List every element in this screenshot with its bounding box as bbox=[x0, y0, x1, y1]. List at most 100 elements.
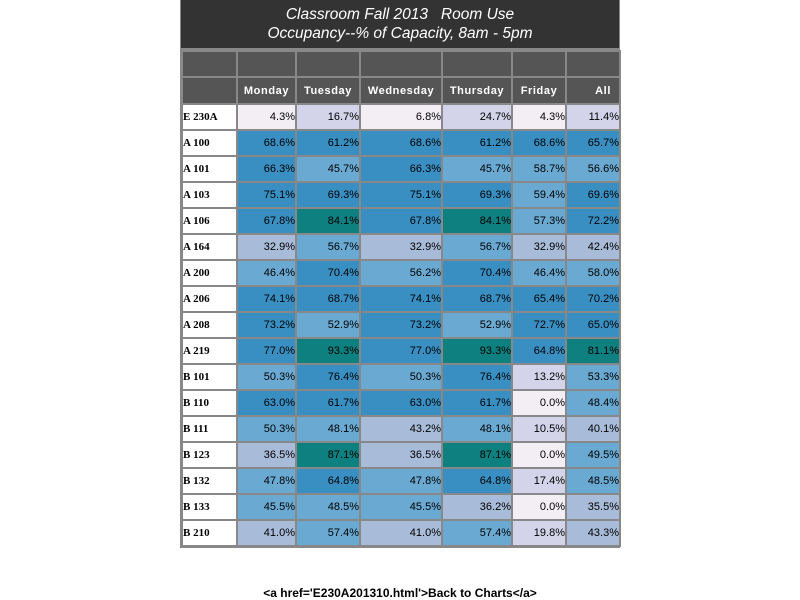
occupancy-cell: 84.1% bbox=[443, 209, 511, 233]
chart-subtitle: Occupancy--% of Capacity, 8am - 5pm bbox=[267, 25, 533, 42]
occupancy-cell: 69.6% bbox=[567, 183, 619, 207]
room-label: B 111 bbox=[183, 417, 236, 441]
occupancy-cell: 76.4% bbox=[443, 365, 511, 389]
table-row: B 123 36.5% 87.1% 36.5% 87.1% 0.0% 49.5% bbox=[183, 443, 619, 467]
occupancy-cell: 4.3% bbox=[238, 105, 295, 129]
table-row: B 210 41.0% 57.4% 41.0% 57.4% 19.8% 43.3% bbox=[183, 521, 619, 545]
occupancy-cell: 93.3% bbox=[297, 339, 359, 363]
room-label: B 210 bbox=[183, 521, 236, 545]
table-row: A 208 73.2% 52.9% 73.2% 52.9% 72.7% 65.0% bbox=[183, 313, 619, 337]
occupancy-cell: 56.2% bbox=[361, 261, 441, 285]
occupancy-cell: 19.8% bbox=[513, 521, 565, 545]
occupancy-cell: 56.7% bbox=[297, 235, 359, 259]
occupancy-cell: 52.9% bbox=[443, 313, 511, 337]
occupancy-cell: 65.7% bbox=[567, 131, 619, 155]
occupancy-cell: 57.4% bbox=[297, 521, 359, 545]
room-label: A 100 bbox=[183, 131, 236, 155]
spacer-cell bbox=[183, 52, 236, 76]
occupancy-cell: 64.8% bbox=[443, 469, 511, 493]
occupancy-cell: 69.3% bbox=[297, 183, 359, 207]
occupancy-cell: 65.0% bbox=[567, 313, 619, 337]
occupancy-cell: 32.9% bbox=[513, 235, 565, 259]
table-row: E 230A 4.3% 16.7% 6.8% 24.7% 4.3% 11.4% bbox=[183, 105, 619, 129]
occupancy-cell: 48.1% bbox=[443, 417, 511, 441]
occupancy-cell: 46.4% bbox=[238, 261, 295, 285]
report-header: Classroom Fall 2013 Room Use Occupancy--… bbox=[181, 0, 619, 50]
occupancy-cell: 61.2% bbox=[443, 131, 511, 155]
back-to-charts-link[interactable]: <a href='E230A201310.html'>Back to Chart… bbox=[263, 586, 537, 600]
table-row: A 200 46.4% 70.4% 56.2% 70.4% 46.4% 58.0% bbox=[183, 261, 619, 285]
occupancy-cell: 48.5% bbox=[567, 469, 619, 493]
occupancy-cell: 50.3% bbox=[238, 417, 295, 441]
occupancy-cell: 45.7% bbox=[443, 157, 511, 181]
occupancy-cell: 53.3% bbox=[567, 365, 619, 389]
column-header-thursday: Thursday bbox=[443, 78, 511, 103]
occupancy-cell: 57.4% bbox=[443, 521, 511, 545]
occupancy-cell: 50.3% bbox=[361, 365, 441, 389]
occupancy-cell: 65.4% bbox=[513, 287, 565, 311]
occupancy-cell: 36.5% bbox=[238, 443, 295, 467]
occupancy-cell: 70.2% bbox=[567, 287, 619, 311]
occupancy-cell: 16.7% bbox=[297, 105, 359, 129]
occupancy-cell: 66.3% bbox=[238, 157, 295, 181]
spacer-cell bbox=[567, 52, 619, 76]
table-row: A 101 66.3% 45.7% 66.3% 45.7% 58.7% 56.6% bbox=[183, 157, 619, 181]
table-row: B 133 45.5% 48.5% 45.5% 36.2% 0.0% 35.5% bbox=[183, 495, 619, 519]
table-row: A 106 67.8% 84.1% 67.8% 84.1% 57.3% 72.2% bbox=[183, 209, 619, 233]
occupancy-cell: 24.7% bbox=[443, 105, 511, 129]
column-header-row: Monday Tuesday Wednesday Thursday Friday… bbox=[183, 78, 619, 103]
occupancy-cell: 61.7% bbox=[443, 391, 511, 415]
occupancy-cell: 64.8% bbox=[513, 339, 565, 363]
occupancy-cell: 77.0% bbox=[361, 339, 441, 363]
occupancy-cell: 70.4% bbox=[443, 261, 511, 285]
occupancy-cell: 4.3% bbox=[513, 105, 565, 129]
occupancy-cell: 0.0% bbox=[513, 391, 565, 415]
occupancy-cell: 56.7% bbox=[443, 235, 511, 259]
occupancy-cell: 76.4% bbox=[297, 365, 359, 389]
header-spacer-row bbox=[183, 52, 619, 76]
occupancy-cell: 75.1% bbox=[238, 183, 295, 207]
occupancy-cell: 70.4% bbox=[297, 261, 359, 285]
occupancy-cell: 87.1% bbox=[443, 443, 511, 467]
occupancy-cell: 48.4% bbox=[567, 391, 619, 415]
occupancy-cell: 63.0% bbox=[361, 391, 441, 415]
table-row: B 101 50.3% 76.4% 50.3% 76.4% 13.2% 53.3% bbox=[183, 365, 619, 389]
occupancy-cell: 47.8% bbox=[361, 469, 441, 493]
occupancy-cell: 72.7% bbox=[513, 313, 565, 337]
chart-title: Classroom Fall 2013 Room Use bbox=[285, 6, 515, 23]
occupancy-cell: 46.4% bbox=[513, 261, 565, 285]
occupancy-cell: 73.2% bbox=[361, 313, 441, 337]
occupancy-cell: 43.3% bbox=[567, 521, 619, 545]
spacer-cell bbox=[361, 52, 441, 76]
occupancy-cell: 48.5% bbox=[297, 495, 359, 519]
occupancy-cell: 36.5% bbox=[361, 443, 441, 467]
occupancy-cell: 87.1% bbox=[297, 443, 359, 467]
room-label: A 200 bbox=[183, 261, 236, 285]
room-label: B 132 bbox=[183, 469, 236, 493]
occupancy-cell: 0.0% bbox=[513, 443, 565, 467]
occupancy-cell: 41.0% bbox=[238, 521, 295, 545]
occupancy-cell: 69.3% bbox=[443, 183, 511, 207]
occupancy-cell: 48.1% bbox=[297, 417, 359, 441]
occupancy-table: Monday Tuesday Wednesday Thursday Friday… bbox=[181, 50, 621, 547]
room-label: B 133 bbox=[183, 495, 236, 519]
occupancy-cell: 67.8% bbox=[361, 209, 441, 233]
table-row: A 100 68.6% 61.2% 68.6% 61.2% 68.6% 65.7% bbox=[183, 131, 619, 155]
room-label: A 164 bbox=[183, 235, 236, 259]
occupancy-cell: 59.4% bbox=[513, 183, 565, 207]
occupancy-cell: 61.2% bbox=[297, 131, 359, 155]
occupancy-cell: 67.8% bbox=[238, 209, 295, 233]
occupancy-cell: 73.2% bbox=[238, 313, 295, 337]
occupancy-cell: 45.7% bbox=[297, 157, 359, 181]
table-row: A 206 74.1% 68.7% 74.1% 68.7% 65.4% 70.2% bbox=[183, 287, 619, 311]
occupancy-cell: 68.6% bbox=[513, 131, 565, 155]
occupancy-cell: 6.8% bbox=[361, 105, 441, 129]
occupancy-cell: 75.1% bbox=[361, 183, 441, 207]
spacer-cell bbox=[443, 52, 511, 76]
room-label: A 101 bbox=[183, 157, 236, 181]
column-header-wednesday: Wednesday bbox=[361, 78, 441, 103]
table-row: A 219 77.0% 93.3% 77.0% 93.3% 64.8% 81.1% bbox=[183, 339, 619, 363]
occupancy-cell: 68.6% bbox=[361, 131, 441, 155]
occupancy-cell: 74.1% bbox=[238, 287, 295, 311]
spacer-cell bbox=[297, 52, 359, 76]
